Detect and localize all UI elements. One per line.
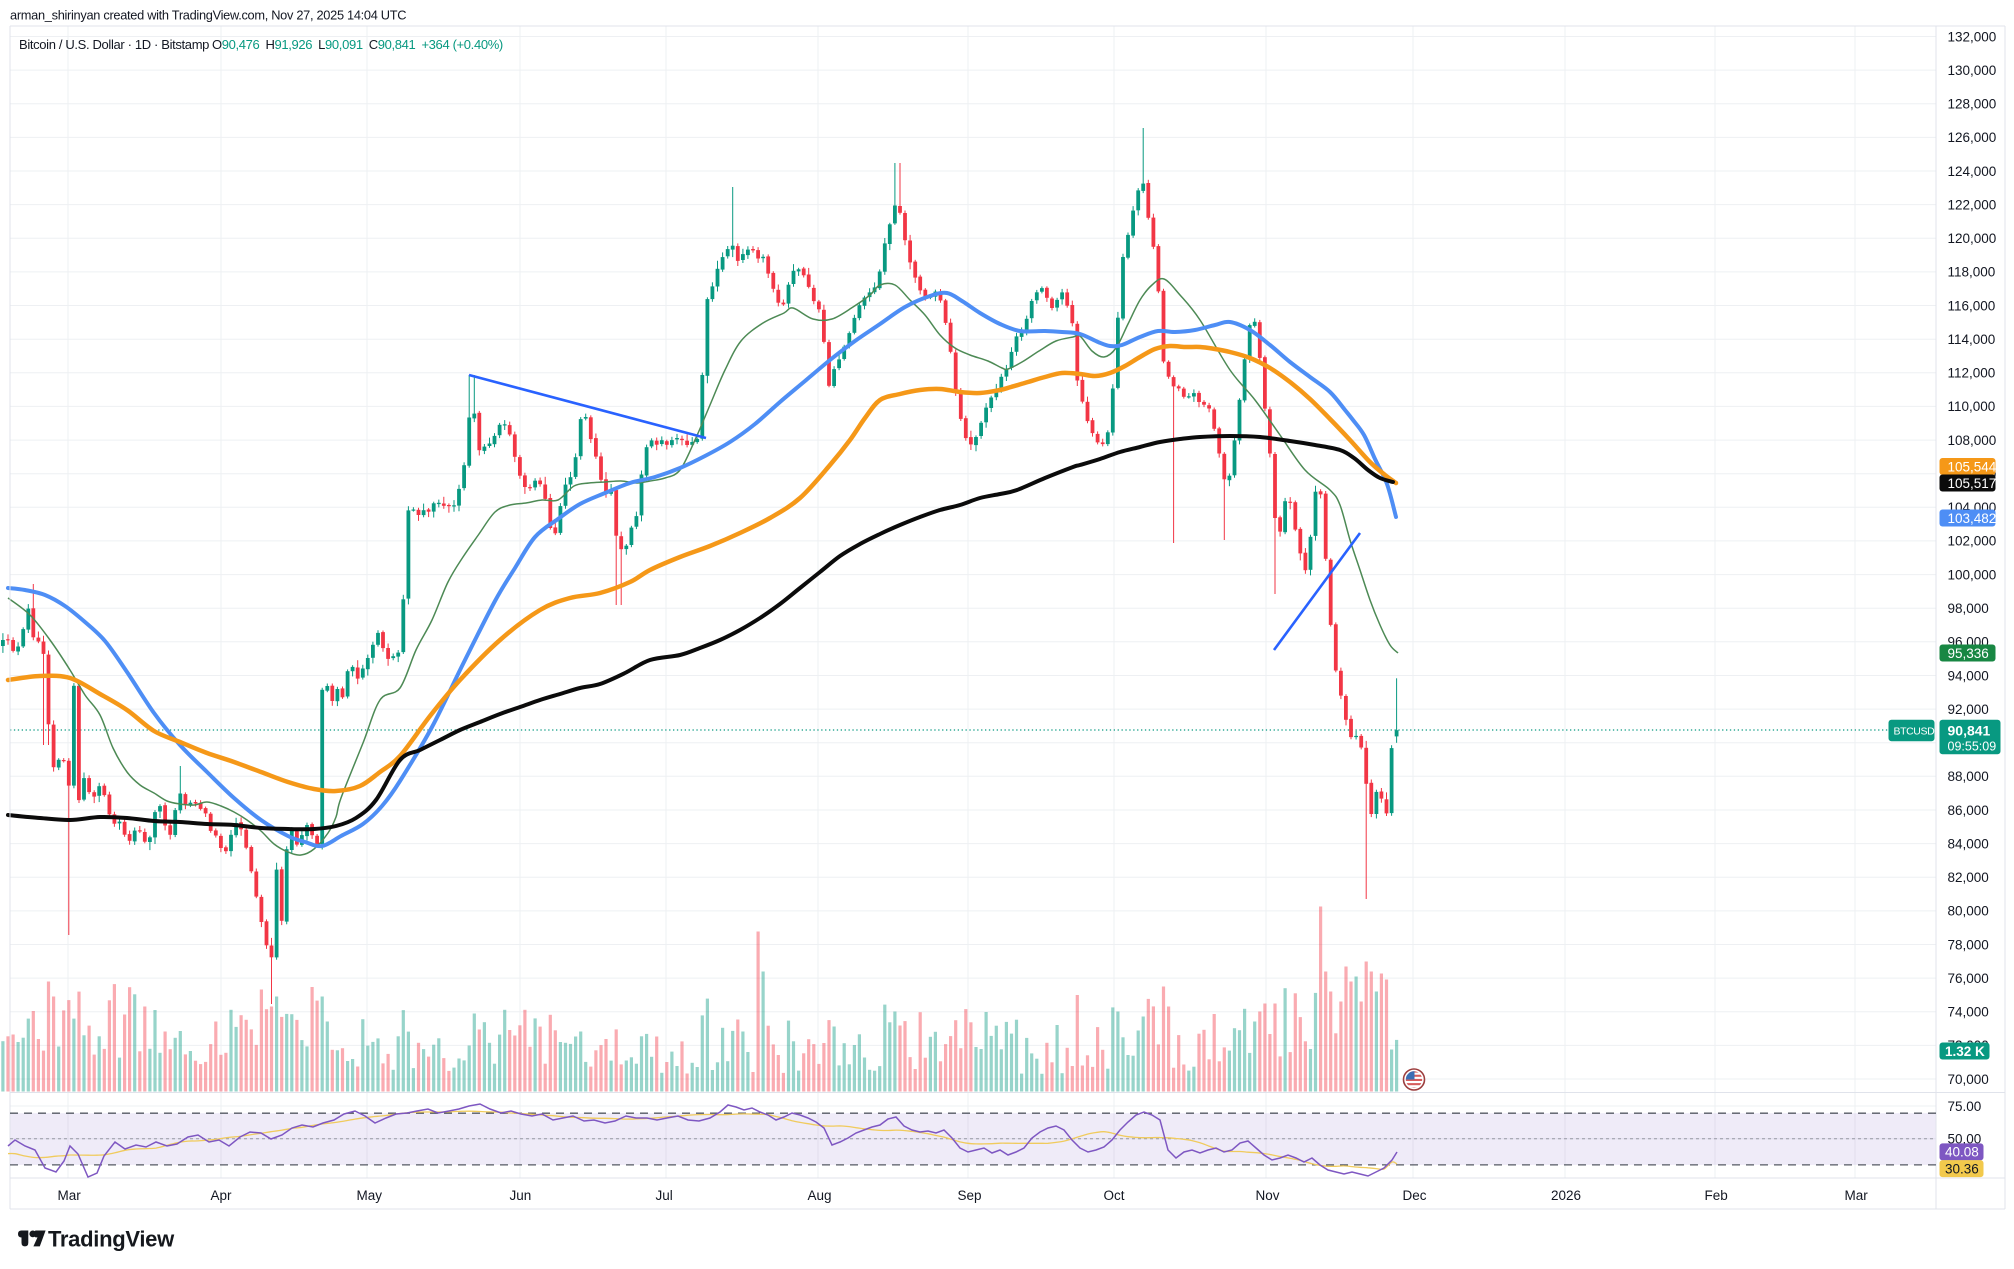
svg-text:09:55:09: 09:55:09	[1948, 740, 1997, 754]
svg-text:95,336: 95,336	[1948, 646, 1989, 661]
svg-text:110,000: 110,000	[1948, 399, 1996, 414]
svg-text:Jun: Jun	[510, 1188, 532, 1203]
svg-text:88,000: 88,000	[1948, 769, 1989, 784]
svg-text:Feb: Feb	[1705, 1188, 1728, 1203]
svg-text:Nov: Nov	[1256, 1188, 1280, 1203]
svg-text:30.36: 30.36	[1945, 1161, 1979, 1176]
svg-text:112,000: 112,000	[1948, 366, 1996, 381]
svg-text:74,000: 74,000	[1948, 1005, 1989, 1020]
svg-text:TradingView: TradingView	[48, 1227, 175, 1252]
svg-text:82,000: 82,000	[1948, 870, 1989, 885]
svg-text:arman_shirinyan created with T: arman_shirinyan created with TradingView…	[10, 8, 406, 23]
svg-text:130,000: 130,000	[1948, 63, 1997, 78]
svg-text:116,000: 116,000	[1948, 298, 1996, 313]
svg-text:114,000: 114,000	[1948, 332, 1996, 347]
svg-text:May: May	[357, 1188, 383, 1203]
svg-text:108,000: 108,000	[1948, 433, 1997, 448]
svg-text:80,000: 80,000	[1948, 904, 1989, 919]
svg-text:40.08: 40.08	[1945, 1145, 1979, 1160]
svg-text:92,000: 92,000	[1948, 702, 1989, 717]
svg-text:Jul: Jul	[656, 1188, 673, 1203]
svg-text:94,000: 94,000	[1948, 668, 1989, 683]
svg-text:124,000: 124,000	[1948, 164, 1997, 179]
svg-text:120,000: 120,000	[1948, 231, 1997, 246]
svg-text:90,841: 90,841	[1948, 723, 1991, 739]
svg-text:BTCUSD: BTCUSD	[1894, 725, 1936, 737]
svg-text:100,000: 100,000	[1948, 567, 1997, 582]
svg-text:Sep: Sep	[958, 1188, 982, 1203]
svg-text:Dec: Dec	[1403, 1188, 1427, 1203]
svg-text:Oct: Oct	[1104, 1188, 1125, 1203]
svg-text:Mar: Mar	[1845, 1188, 1869, 1203]
svg-text:128,000: 128,000	[1948, 97, 1997, 112]
svg-text:76,000: 76,000	[1948, 971, 1989, 986]
svg-text:78,000: 78,000	[1948, 937, 1989, 952]
svg-text:84,000: 84,000	[1948, 836, 1989, 851]
svg-text:118,000: 118,000	[1948, 265, 1996, 280]
svg-text:105,544: 105,544	[1948, 459, 1997, 474]
svg-text:75.00: 75.00	[1948, 1099, 1982, 1114]
svg-text:122,000: 122,000	[1948, 197, 1997, 212]
svg-text:Aug: Aug	[808, 1188, 832, 1203]
svg-text:2026: 2026	[1551, 1188, 1581, 1203]
svg-text:70,000: 70,000	[1948, 1072, 1989, 1087]
svg-text:86,000: 86,000	[1948, 803, 1989, 818]
svg-text:Mar: Mar	[58, 1188, 82, 1203]
svg-text:126,000: 126,000	[1948, 130, 1997, 145]
svg-text:50.00: 50.00	[1948, 1132, 1982, 1147]
svg-text:102,000: 102,000	[1948, 534, 1997, 549]
svg-text:98,000: 98,000	[1948, 601, 1989, 616]
svg-text:132,000: 132,000	[1948, 29, 1997, 44]
svg-text:105,517: 105,517	[1948, 476, 1997, 491]
svg-text:Apr: Apr	[211, 1188, 233, 1203]
svg-text:103,482: 103,482	[1948, 511, 1997, 526]
svg-text:1.32 K: 1.32 K	[1945, 1044, 1985, 1059]
